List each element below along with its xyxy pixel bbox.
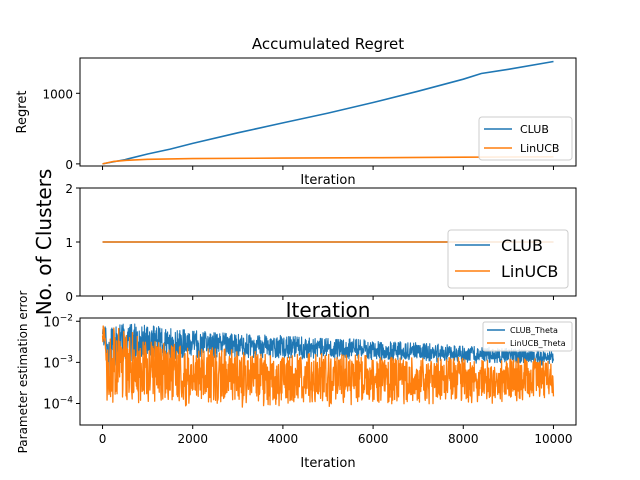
error-legend-linucb-label: LinUCB_Theta: [510, 339, 566, 348]
x-tick-label: 8000: [448, 432, 479, 446]
error-x-label: Iteration: [300, 456, 355, 471]
error-legend-box: [482, 321, 573, 352]
y-tick-label: 2: [65, 182, 73, 196]
series-line-club: [102, 60, 554, 165]
x-tick-label: 0: [99, 432, 107, 446]
regret-axes-frame: [79, 57, 577, 167]
regret-series: [102, 60, 554, 165]
series-line-linucb-theta: [101, 325, 555, 408]
regret-title: Accumulated Regret: [252, 35, 404, 53]
y-tick-label: 1000: [42, 87, 73, 101]
error-y-label: Parameter estimation error: [16, 291, 30, 454]
y-tick-label: 1: [65, 236, 73, 250]
regret-legend-club-label: CLUB: [520, 123, 549, 136]
regret-x-label: Iteration: [300, 173, 355, 188]
regret-legend-linucb-label: LinUCB: [520, 142, 559, 155]
y-tick-label: 10−4: [43, 395, 73, 412]
series-line-linucb: [102, 156, 554, 165]
error-ticks: 0 2000 4000 6000 8000 10000 10−4 10−3 10−2: [43, 313, 572, 446]
error-legend-club-label: CLUB_Theta: [510, 326, 558, 335]
panel-regret: Accumulated Regret 0 1000 Iteration Regre…: [15, 35, 577, 188]
regret-legend-box: [478, 116, 573, 161]
y-tick-label: 0: [65, 290, 73, 304]
error-series: [101, 323, 555, 408]
clusters-legend: CLUB LinUCB: [447, 229, 569, 289]
regret-y-label: Regret: [15, 91, 30, 134]
x-tick-label: 10000: [534, 432, 572, 446]
x-tick-label: 2000: [177, 432, 208, 446]
regret-legend: CLUB LinUCB: [478, 116, 573, 161]
clusters-legend-linucb-label: LinUCB: [501, 262, 558, 281]
series-line-club-theta: [102, 323, 554, 385]
clusters-y-label: No. of Clusters: [32, 169, 56, 316]
error-axes-frame: [79, 317, 577, 426]
x-tick-label: 6000: [358, 432, 389, 446]
y-tick-label: 10−2: [43, 313, 73, 330]
y-tick-label: 0: [65, 158, 73, 172]
error-legend: CLUB_Theta LinUCB_Theta: [482, 321, 573, 352]
x-tick-label: 4000: [268, 432, 299, 446]
panel-parameter-error: 0 2000 4000 6000 8000 10000 10−4 10−3 10−2 Itera…: [16, 291, 577, 471]
y-tick-label: 10−3: [43, 354, 73, 371]
regret-ticks: 0 1000: [42, 87, 554, 172]
clusters-legend-club-label: CLUB: [501, 236, 543, 255]
clusters-ticks: 0 1 2: [65, 182, 554, 304]
